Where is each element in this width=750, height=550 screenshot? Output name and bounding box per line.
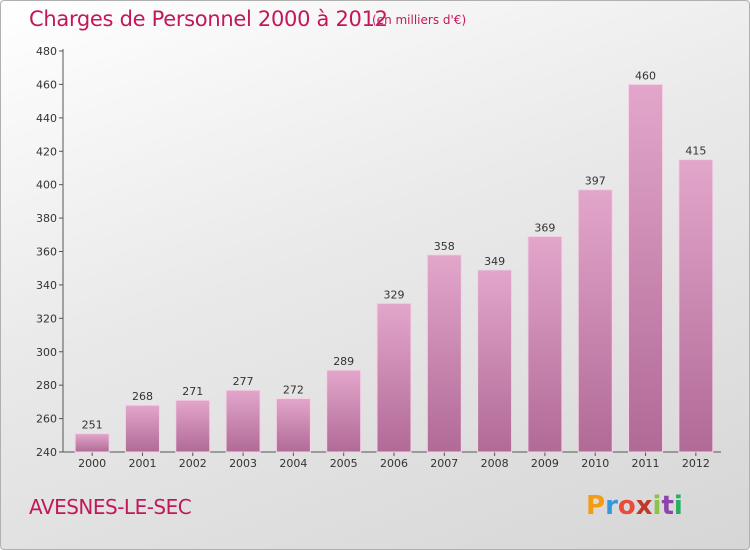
x-tick-label: 2005 — [330, 457, 358, 470]
x-tick-label: 2008 — [481, 457, 509, 470]
logo-letter: P — [586, 491, 606, 521]
x-tick-label: 2002 — [179, 457, 207, 470]
x-tick-label: 2009 — [531, 457, 559, 470]
y-tick-label: 300 — [36, 346, 57, 359]
commune-name: AVESNES-LE-SEC — [29, 495, 192, 519]
y-tick-label: 360 — [36, 246, 57, 259]
x-tick-label: 2001 — [128, 457, 156, 470]
y-tick-label: 460 — [36, 78, 57, 91]
data-label: 272 — [283, 384, 304, 397]
axes: 240 260 280 300 320 340 360 380 400 420 440 460 480 2… — [36, 45, 721, 470]
chart-title: Charges de Personnel 2000 à 2012 — [29, 7, 388, 31]
x-tick-label: 2000 — [78, 457, 106, 470]
bar — [577, 189, 613, 453]
x-tick-label: 2007 — [430, 457, 458, 470]
x-tick-label: 2004 — [279, 457, 307, 470]
data-label: 397 — [585, 175, 606, 188]
bar — [628, 83, 664, 453]
bar — [376, 302, 412, 453]
x-tick-label: 2010 — [581, 457, 609, 470]
logo-letter: r — [605, 491, 618, 521]
proxiti-logo: Proxiti — [586, 491, 683, 521]
logo-letter: o — [617, 491, 636, 521]
y-tick-label: 440 — [36, 112, 57, 125]
data-labels: 251 268 271 277 272 289 329 358 349 369 397 460 415 — [82, 69, 707, 431]
y-tick-label: 240 — [36, 446, 57, 459]
data-label: 289 — [333, 355, 354, 368]
bar — [225, 389, 261, 453]
y-tick-label: 480 — [36, 45, 57, 58]
bar — [175, 399, 211, 453]
x-tick-label: 2003 — [229, 457, 257, 470]
data-label: 369 — [534, 221, 555, 234]
data-label: 251 — [82, 419, 103, 432]
bar — [275, 398, 311, 453]
chart-subtitle: (en milliers d'€) — [372, 13, 467, 27]
y-tick-label: 260 — [36, 413, 57, 426]
y-tick-label: 280 — [36, 379, 57, 392]
logo-letter: i — [673, 491, 683, 521]
logo-letter: t — [661, 491, 674, 521]
y-tick-label: 380 — [36, 212, 57, 225]
data-label: 460 — [635, 69, 656, 82]
bar — [426, 254, 462, 453]
y-tick-label: 420 — [36, 145, 57, 158]
bar — [74, 433, 110, 453]
bar — [527, 235, 563, 453]
bars — [74, 83, 714, 453]
bar — [124, 404, 160, 453]
data-label: 329 — [384, 288, 405, 301]
bar — [477, 269, 513, 453]
logo-letter: x — [635, 491, 653, 521]
x-tick-label: 2006 — [380, 457, 408, 470]
y-tick-label: 320 — [36, 312, 57, 325]
y-tick-label: 340 — [36, 279, 57, 292]
data-label: 277 — [233, 375, 254, 388]
data-label: 271 — [182, 385, 203, 398]
y-tick-label: 400 — [36, 179, 57, 192]
bar — [678, 159, 714, 453]
data-label: 358 — [434, 240, 455, 253]
data-label: 268 — [132, 390, 153, 403]
bar — [326, 369, 362, 453]
x-tick-label: 2012 — [682, 457, 710, 470]
data-label: 415 — [685, 145, 706, 158]
logo-letter: i — [652, 491, 662, 521]
x-tick-label: 2011 — [632, 457, 660, 470]
data-label: 349 — [484, 255, 505, 268]
